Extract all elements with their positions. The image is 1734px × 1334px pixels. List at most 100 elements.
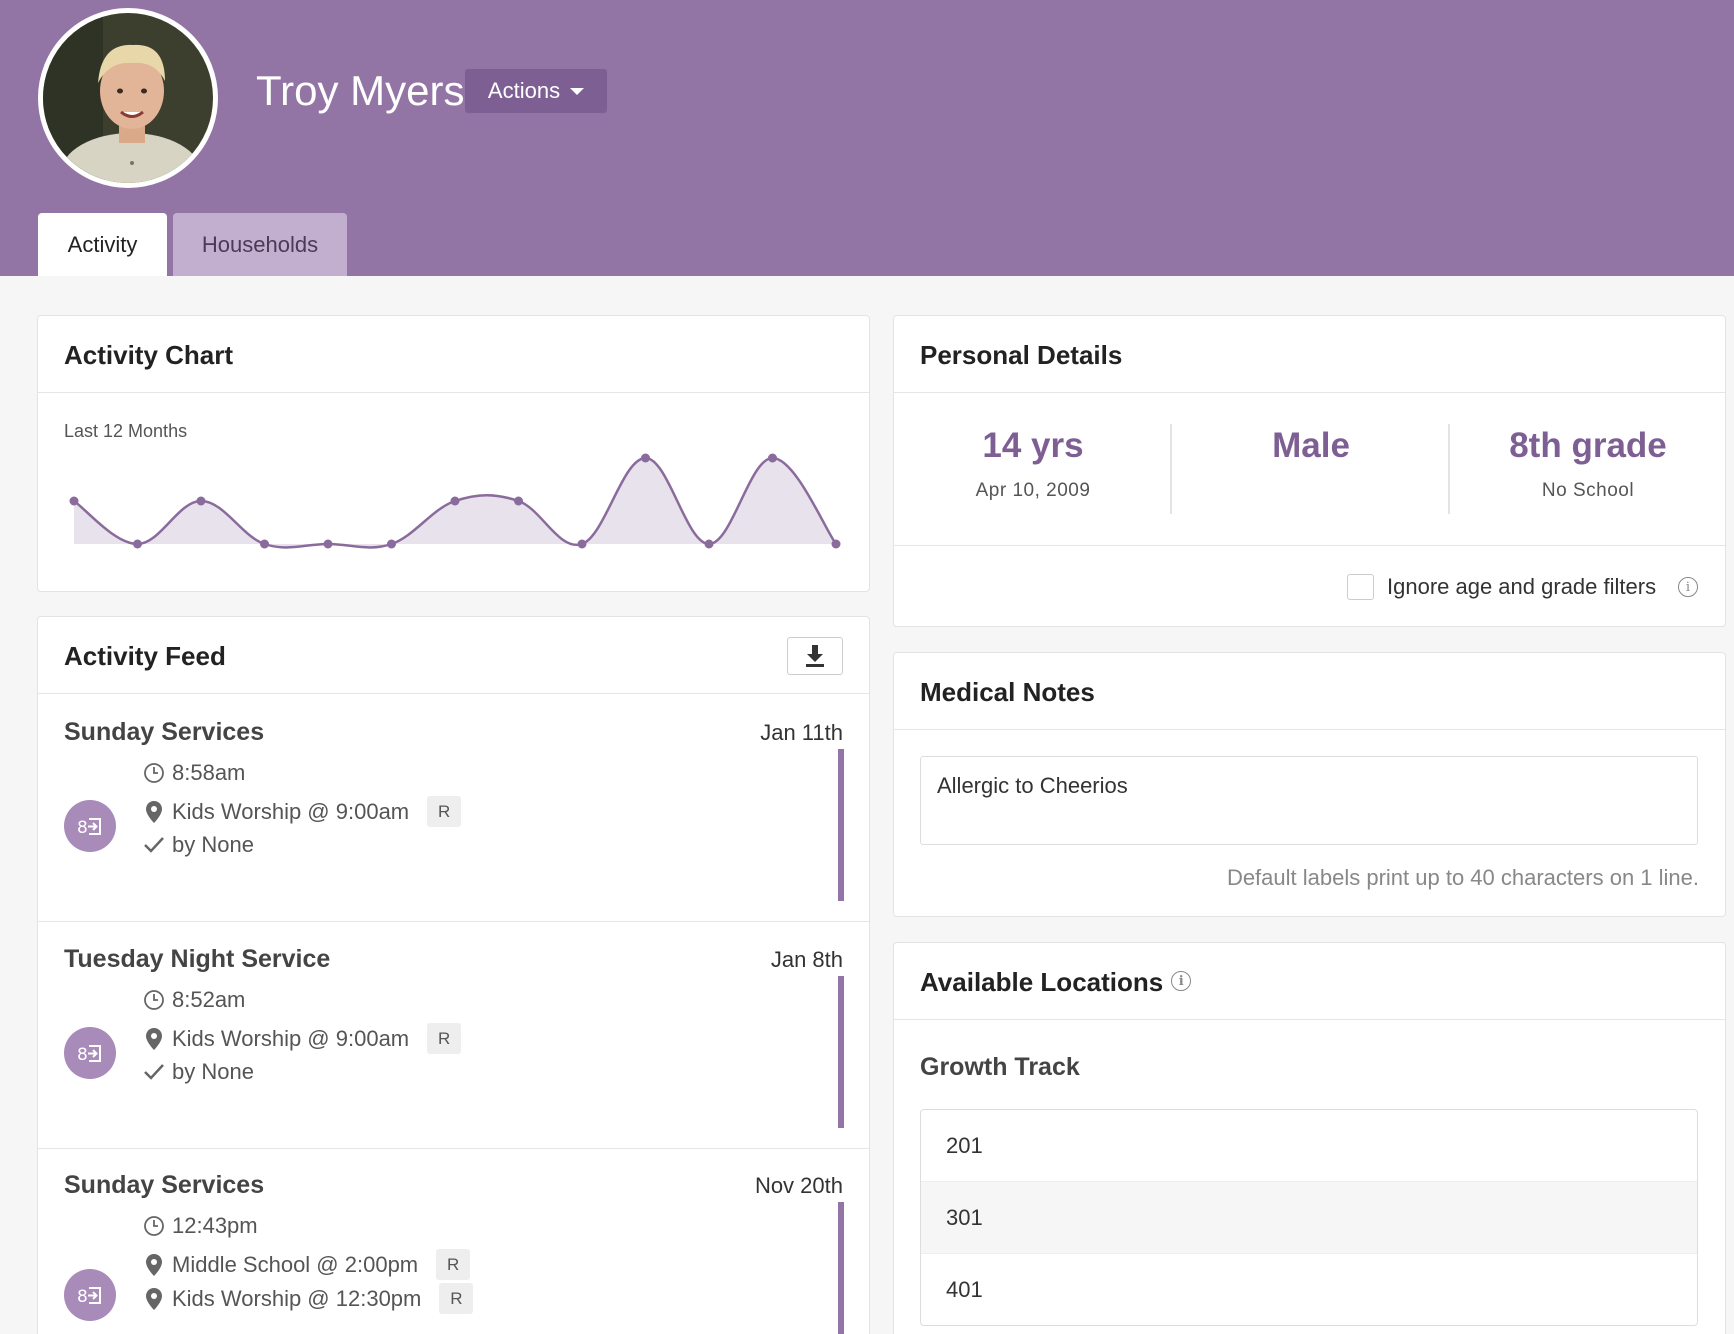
available-locations-card: Available Locations i Growth Track 201 30… <box>893 942 1726 1334</box>
registered-badge: R <box>436 1249 471 1280</box>
feed-item-bar <box>838 749 844 901</box>
map-pin-icon <box>142 1027 166 1051</box>
feed-item-time: 8:58am <box>172 760 246 785</box>
map-pin-icon <box>142 800 166 824</box>
available-locations-heading: Available Locations i <box>920 967 1192 998</box>
feed-item-bar <box>838 976 844 1128</box>
download-button[interactable] <box>787 637 843 675</box>
registered-badge: R <box>427 796 462 827</box>
medical-notes-hint: Default labels print up to 40 characters… <box>1226 865 1699 890</box>
feed-item-by: by None <box>172 1059 254 1084</box>
profile-header: Troy Myers Actions Activity Households <box>0 0 1734 276</box>
tab-households[interactable]: Households <box>173 213 347 276</box>
location-option[interactable]: 401 <box>946 1277 983 1302</box>
birthdate-value: Apr 10, 2009 <box>975 480 1091 501</box>
chart-point[interactable] <box>641 453 650 463</box>
age-stat: 14 yrs Apr 10, 2009 <box>894 426 1172 502</box>
divider <box>1170 424 1172 514</box>
card-header: Activity Chart <box>38 316 869 393</box>
checkin-icon: 8 <box>64 800 116 852</box>
chart-point[interactable] <box>514 496 523 506</box>
actions-button[interactable]: Actions <box>465 69 607 113</box>
activity-chart-title: Activity Chart <box>64 340 234 370</box>
checkin-icon: 8 <box>64 1269 116 1321</box>
card-header: Personal Details <box>894 316 1725 393</box>
feed-item-date: Jan 8th <box>770 947 843 972</box>
chart-point[interactable] <box>69 496 79 506</box>
feed-item-location-row: Kids Worship @ 12:30pm R <box>142 1283 474 1314</box>
chart-point[interactable] <box>133 539 142 549</box>
clock-icon <box>142 989 166 1011</box>
feed-item-by: by None <box>172 832 254 857</box>
checkmark-icon <box>142 1063 166 1081</box>
medical-notes-textarea[interactable]: Allergic to Cheerios <box>920 756 1698 845</box>
medical-notes-card: Medical Notes Allergic to Cheerios Defau… <box>893 652 1726 917</box>
card-header: Available Locations i <box>894 943 1725 1020</box>
map-pin-icon <box>142 1253 166 1277</box>
chart-point[interactable] <box>387 539 396 549</box>
feed-item: Sunday Services Jan 11th 8 8:58am Kids W… <box>38 694 869 922</box>
info-icon[interactable]: i <box>1171 971 1192 992</box>
location-option[interactable]: 301 <box>921 1182 1697 1254</box>
available-locations-title: Available Locations <box>920 967 1164 997</box>
feed-item-location: Kids Worship @ 12:30pm <box>172 1285 422 1311</box>
feed-item-time: 8:52am <box>172 987 246 1012</box>
grade-stat: 8th grade No School <box>1449 426 1727 502</box>
chart-point[interactable] <box>704 539 714 549</box>
activity-feed-title: Activity Feed <box>64 641 226 671</box>
registered-badge: R <box>439 1283 474 1314</box>
ignore-filters-checkbox[interactable] <box>1347 574 1374 600</box>
card-header: Activity Feed <box>38 617 869 694</box>
activity-chart <box>69 453 841 549</box>
chart-point[interactable] <box>196 496 206 506</box>
clock-icon <box>142 1215 166 1237</box>
feed-item-location-row: Kids Worship @ 9:00am R <box>142 796 462 827</box>
feed-item-location: Kids Worship @ 9:00am <box>172 798 410 824</box>
person-name: Troy Myers <box>256 67 465 114</box>
age-value: 14 yrs <box>982 426 1084 465</box>
ignore-filters-label: Ignore age and grade filters <box>1387 574 1657 599</box>
location-list: 201 301 401 <box>920 1109 1698 1326</box>
chart-point[interactable] <box>260 539 269 549</box>
clock-icon <box>142 762 166 784</box>
feed-item-title: Sunday Services <box>64 1171 265 1199</box>
checkin-icon: 8 <box>64 1027 116 1079</box>
feed-item-title: Tuesday Night Service <box>64 945 331 973</box>
feed-item: Sunday Services Nov 20th 8 12:43pm Middl… <box>38 1149 869 1334</box>
feed-item-date: Jan 11th <box>760 720 843 745</box>
download-icon <box>806 645 824 667</box>
gender-value: Male <box>1272 426 1350 465</box>
location-option[interactable]: 201 <box>921 1110 1697 1182</box>
chart-point[interactable] <box>768 453 777 463</box>
avatar <box>38 8 218 188</box>
info-icon[interactable]: i <box>1678 577 1698 597</box>
divider <box>1448 424 1450 514</box>
feed-item-by-row: by None <box>142 832 254 858</box>
feed-item-location: Kids Worship @ 9:00am <box>172 1025 410 1051</box>
feed-item-time: 12:43pm <box>172 1213 258 1238</box>
chart-point[interactable] <box>577 539 587 549</box>
feed-item-location-row: Kids Worship @ 9:00am R <box>142 1023 462 1054</box>
activity-feed-card: Activity Feed Sunday Services Jan 11th 8… <box>37 616 870 1334</box>
chart-point[interactable] <box>323 539 333 549</box>
feed-item-time-row: 8:58am <box>142 760 245 786</box>
svg-text:8: 8 <box>77 1045 88 1065</box>
map-pin-icon <box>142 1287 166 1311</box>
location-group-title: Growth Track <box>920 1053 1080 1081</box>
feed-item-by-row: by None <box>142 1059 254 1085</box>
grade-value: 8th grade <box>1509 426 1667 465</box>
feed-item-time-row: 12:43pm <box>142 1213 258 1239</box>
activity-chart-card: Activity Chart Last 12 Months <box>37 315 870 592</box>
registered-badge: R <box>427 1023 462 1054</box>
svg-text:8: 8 <box>77 1287 88 1307</box>
chart-point[interactable] <box>450 496 460 506</box>
checkmark-icon <box>142 836 166 854</box>
feed-item-title: Sunday Services <box>64 718 265 746</box>
actions-label: Actions <box>487 78 561 103</box>
feed-item-location: Middle School @ 2:00pm <box>172 1251 419 1277</box>
chart-point[interactable] <box>831 539 841 549</box>
tab-activity[interactable]: Activity <box>38 213 167 276</box>
svg-text:8: 8 <box>77 818 88 838</box>
school-value: No School <box>1541 480 1635 501</box>
caret-down-icon <box>570 87 585 95</box>
